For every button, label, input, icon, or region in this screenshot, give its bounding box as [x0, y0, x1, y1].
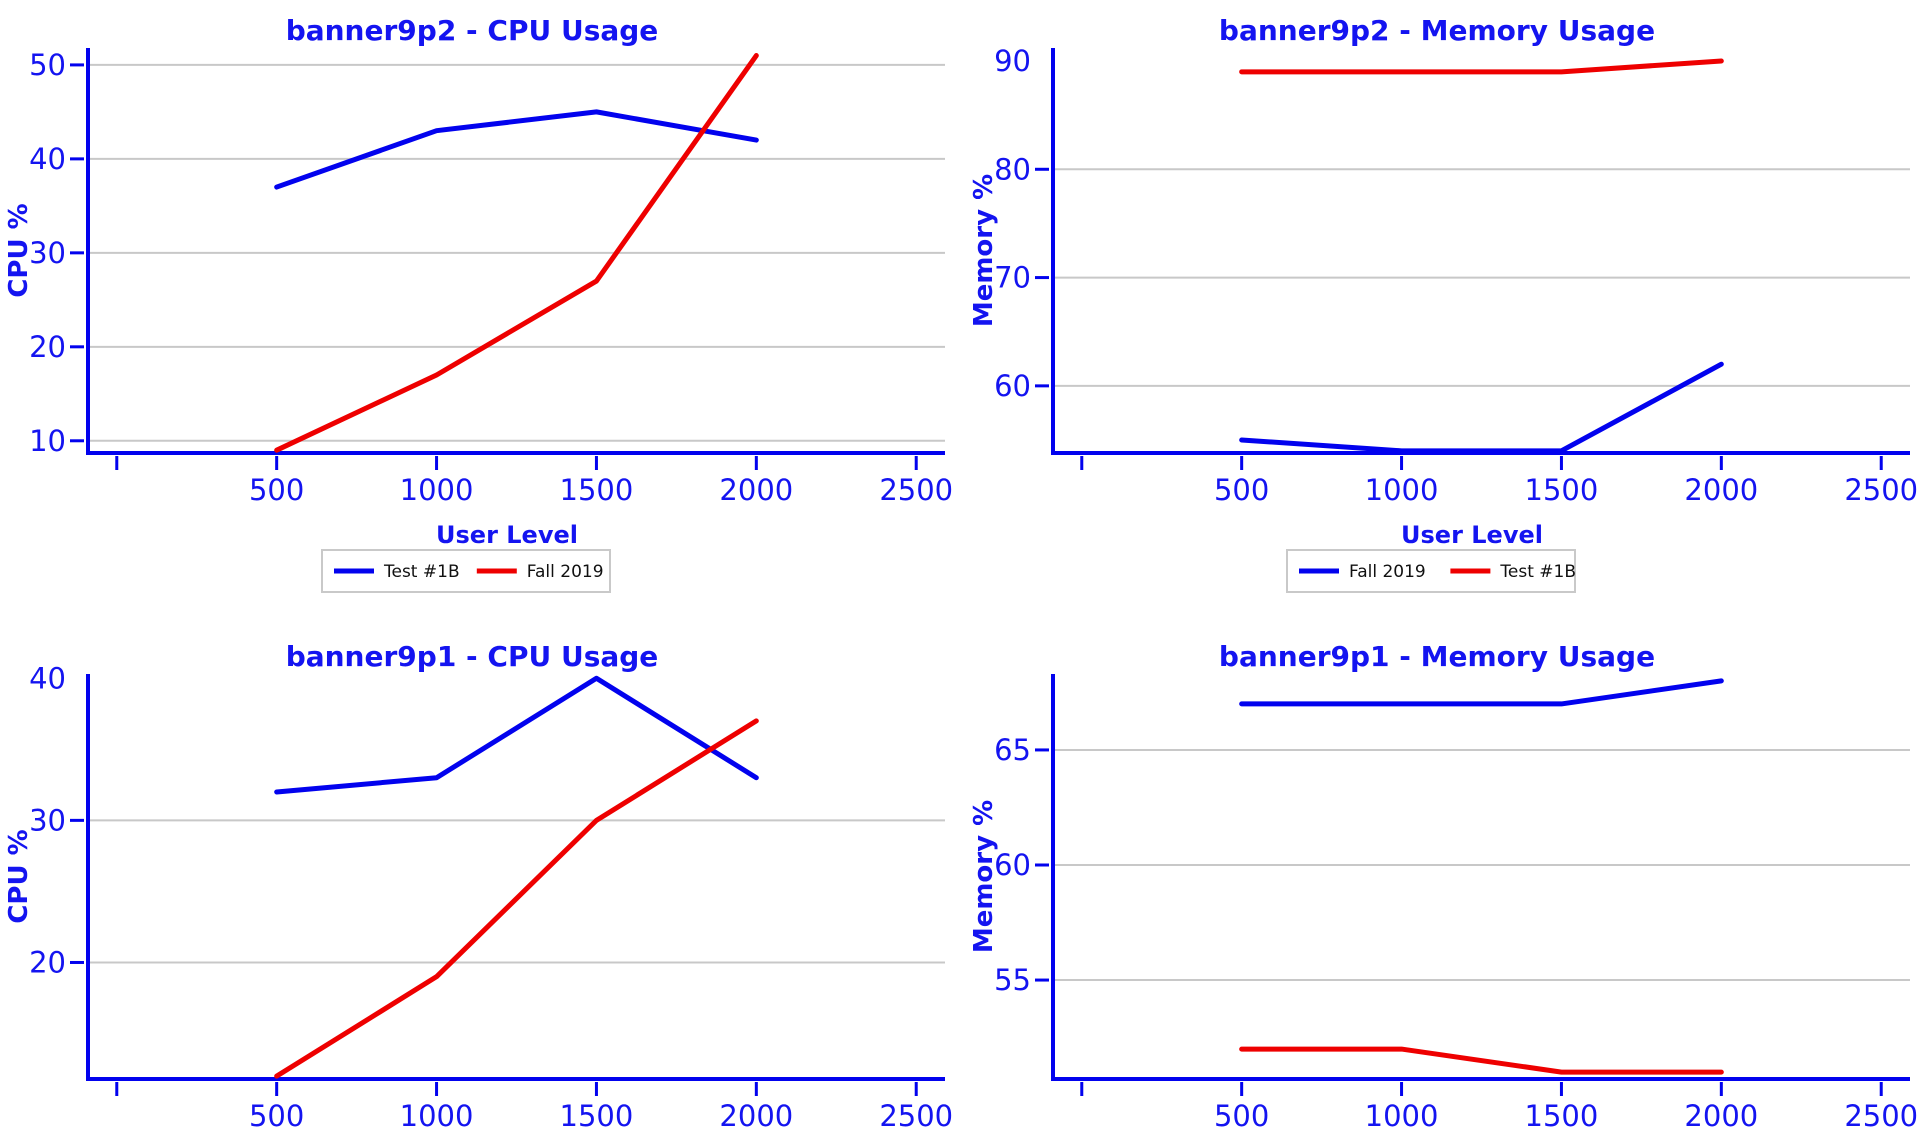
banner9p1-cpu-y-tick-label-40: 40	[29, 661, 66, 695]
banner9p1-memory-x-tick-label-1000: 1000	[1365, 1099, 1439, 1133]
banner9p2-cpu-x-axis-title: User Level	[436, 521, 578, 549]
banner9p2-memory-series-1	[1239, 58, 1724, 75]
banner9p2-memory-legend: Fall 2019 Test #1B	[1286, 549, 1576, 593]
banner9p2-memory-legend-label-1: Test #1B	[1499, 562, 1576, 582]
banner9p1-memory-x-tick-label-1500: 1500	[1525, 1099, 1599, 1133]
banner9p2-memory-x-tick-label-500: 500	[1214, 473, 1269, 507]
banner9p2-cpu-x-tick-label-500: 500	[249, 473, 304, 507]
banner9p1-cpu-x-tick-label-2000: 2000	[719, 1099, 793, 1133]
banner9p2-cpu-x-tick-label-2000: 2000	[719, 473, 793, 507]
banner9p2-memory-plot-svg: 60 70 80 90 500 1000 1500 2000 2500 banner9p2 - M…	[969, 14, 1918, 593]
banner9p2-cpu-series-1	[274, 53, 759, 453]
banner9p2-cpu-y-tick-label-10: 10	[29, 424, 66, 458]
banner9p1-cpu-x-tick-label-2500: 2500	[879, 1099, 953, 1133]
banner9p2-cpu-legend: Test #1B Fall 2019	[321, 549, 611, 593]
banner9p1-cpu-y-tick-label-30: 30	[29, 803, 66, 837]
banner9p1-memory-x-tick-label-2500: 2500	[1844, 1099, 1918, 1133]
banner9p1-memory-y-axis-title: Memory %	[969, 800, 999, 953]
banner9p2-memory-y-tick-label-90: 90	[994, 44, 1031, 78]
chart-banner9p1-cpu: 20 30 40 500 1000 1500 2000 2500 banner9p1 - CPU…	[0, 626, 965, 1140]
banner9p2-memory-x-axis-title: User Level	[1401, 521, 1543, 549]
banner9p1-cpu-title: banner9p1 - CPU Usage	[286, 640, 659, 673]
banner9p1-memory-y-tick-label-55: 55	[994, 963, 1031, 997]
banner9p2-memory-y-axis-title: Memory %	[969, 174, 999, 327]
banner9p1-memory-series-1	[1239, 1046, 1724, 1075]
banner9p2-cpu-y-tick-label-40: 40	[29, 142, 66, 176]
banner9p2-cpu-legend-label-1: Fall 2019	[527, 562, 604, 582]
banner9p1-cpu-series-1	[274, 718, 759, 1079]
banner9p2-memory-series-0	[1239, 361, 1724, 454]
banner9p2-cpu-series-0	[274, 109, 759, 190]
banner9p2-memory-y-tick-label-60: 60	[994, 369, 1031, 403]
banner9p1-cpu-series-0	[274, 675, 759, 795]
banner9p2-memory-x-tick-label-2000: 2000	[1684, 473, 1758, 507]
banner9p1-memory-x-tick-label-2000: 2000	[1684, 1099, 1758, 1133]
banner9p1-memory-plot-svg: 55 60 65 500 1000 1500 2000 2500 banner9p1 - Mem…	[969, 640, 1918, 1133]
banner9p1-cpu-x-tick-label-500: 500	[249, 1099, 304, 1133]
banner9p1-cpu-y-tick-label-20: 20	[29, 945, 66, 979]
banner9p1-cpu-y-axis-title: CPU %	[4, 829, 34, 923]
banner9p1-memory-x-tick-label-500: 500	[1214, 1099, 1269, 1133]
banner9p2-memory-x-tick-label-1500: 1500	[1525, 473, 1599, 507]
banner9p1-memory-series-0	[1239, 678, 1724, 707]
banner9p2-cpu-plot-svg: 10 20 30 40 50 500 1000 1500 2000 2500 banner9p2 -…	[4, 14, 953, 593]
banner9p2-cpu-y-tick-label-50: 50	[29, 48, 66, 82]
banner9p1-cpu-x-tick-label-1500: 1500	[560, 1099, 634, 1133]
banner9p2-memory-x-tick-label-2500: 2500	[1844, 473, 1918, 507]
banner9p2-cpu-y-axis-title: CPU %	[4, 203, 34, 297]
banner9p2-cpu-legend-label-0: Test #1B	[383, 562, 460, 582]
chart-banner9p1-memory: 55 60 65 500 1000 1500 2000 2500 banner9p1 - Mem…	[965, 626, 1930, 1140]
banner9p1-cpu-plot-svg: 20 30 40 500 1000 1500 2000 2500 banner9p1 - CPU…	[4, 640, 953, 1133]
banner9p2-memory-y-tick-label-80: 80	[994, 152, 1031, 186]
banner9p2-memory-title: banner9p2 - Memory Usage	[1219, 14, 1655, 47]
banner9p2-cpu-x-tick-label-1000: 1000	[400, 473, 474, 507]
banner9p2-memory-legend-label-0: Fall 2019	[1349, 562, 1426, 582]
banner9p2-cpu-x-tick-label-1500: 1500	[560, 473, 634, 507]
banner9p2-memory-x-tick-label-1000: 1000	[1365, 473, 1439, 507]
chart-banner9p2-memory: 60 70 80 90 500 1000 1500 2000 2500 banner9p2 - M…	[965, 0, 1930, 626]
banner9p1-cpu-x-tick-label-1000: 1000	[400, 1099, 474, 1133]
banner9p1-memory-y-tick-label-60: 60	[994, 848, 1031, 882]
banner9p2-cpu-x-tick-label-2500: 2500	[879, 473, 953, 507]
banner9p2-memory-y-tick-label-70: 70	[994, 261, 1031, 295]
banner9p2-cpu-title: banner9p2 - CPU Usage	[286, 14, 659, 47]
banner9p1-memory-title: banner9p1 - Memory Usage	[1219, 640, 1655, 673]
banner9p2-cpu-y-tick-label-30: 30	[29, 236, 66, 270]
banner9p2-cpu-y-tick-label-20: 20	[29, 330, 66, 364]
banner9p1-memory-y-tick-label-65: 65	[994, 733, 1031, 767]
chart-banner9p2-cpu: 10 20 30 40 50 500 1000 1500 2000 2500 banner9p2 -…	[0, 0, 965, 626]
